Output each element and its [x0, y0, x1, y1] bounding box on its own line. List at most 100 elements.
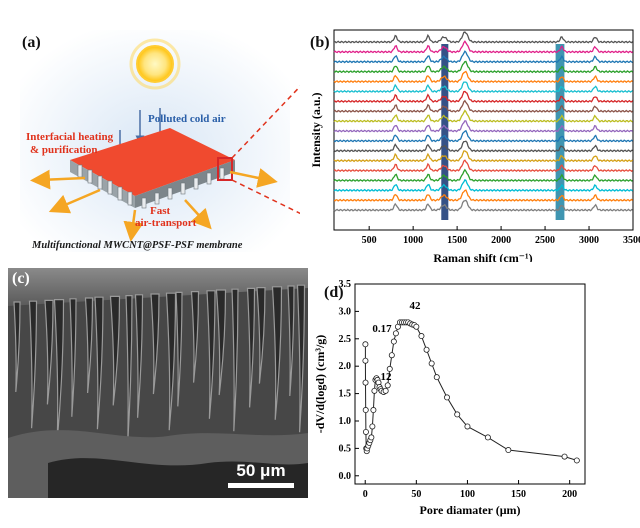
pore-data-point — [428, 360, 435, 367]
pore-ytick-label: 0.5 — [339, 443, 352, 454]
pore-data-point — [362, 357, 369, 364]
heating-label-line1: Interfacial heating — [26, 131, 114, 143]
pore-xtick-label: 100 — [460, 489, 475, 500]
sem-finger-pore — [175, 291, 183, 407]
pore-ytick-label: 3.5 — [339, 279, 352, 290]
raman-series-line — [333, 150, 634, 163]
panel-b-raman-chart: 500 1000 1500 2000 2500 3000 3500 Raman shift … — [300, 0, 640, 265]
panel-d-pore-chart: 0 50 100 150 200 0.0 0.5 1.0 1.5 2.0 2.5 3.0 3.5 0.1… — [310, 262, 640, 523]
scale-bar-line — [228, 483, 294, 488]
pore-ytick-label: 3.0 — [339, 306, 352, 317]
panel-d-label: (d) — [324, 284, 344, 301]
sem-finger-pore — [94, 296, 104, 430]
pore-data-point — [484, 434, 491, 441]
pore-chart: 0 50 100 150 200 0.0 0.5 1.0 1.5 2.0 2.5 3.0 3.5 0.1… — [313, 279, 586, 517]
sem-finger-pore — [287, 285, 295, 397]
raman-series-line — [333, 99, 633, 113]
raman-chart: 500 1000 1500 2000 2500 3000 3500 Raman shift … — [309, 29, 640, 265]
fast-label-line1: Fast — [150, 205, 171, 217]
raman-series-line — [333, 31, 634, 44]
raman-xlabel: Raman shift (cm⁻¹) — [433, 251, 532, 262]
pore-data-point — [443, 394, 450, 401]
scale-bar-label: 50 μm — [236, 461, 286, 480]
pore-ytick-label: 1.5 — [339, 389, 352, 400]
raman-series-line — [333, 70, 633, 84]
pore-ylabel: -dV/d(logd) (cm³/g) — [313, 335, 327, 434]
air-transport-arrows — [30, 168, 278, 242]
raman-series-line — [333, 199, 633, 212]
fast-label-line2: air-transport — [135, 217, 197, 229]
sem-finger-pore — [13, 301, 21, 393]
pore-ytick-label: 2.5 — [339, 334, 352, 345]
sem-finger-pore — [215, 289, 227, 396]
pore-data-point — [454, 411, 461, 418]
pore-data-point — [413, 323, 420, 330]
sem-finger-pore — [190, 291, 200, 383]
pore-data-point — [369, 423, 376, 430]
raman-series-line — [333, 129, 634, 143]
pore-xtick-label: 0 — [363, 489, 368, 500]
raman-series-line — [333, 109, 633, 123]
sem-finger-pore — [296, 284, 306, 433]
pore-xlabel: Pore diamater (μm) — [420, 503, 521, 517]
pore-data-point — [362, 379, 369, 386]
raman-highlight-band — [555, 44, 565, 220]
zoom-box — [217, 157, 233, 181]
raman-xtick-label: 3000 — [579, 235, 599, 246]
raman-xtick-label: 1000 — [403, 235, 423, 246]
pore-data-point — [505, 447, 512, 454]
pore-data-point — [362, 341, 369, 348]
pore-data-point — [561, 453, 568, 460]
raman-xtick-label: 2000 — [491, 235, 511, 246]
raman-series-line — [333, 168, 633, 182]
sem-finger-pore — [69, 298, 77, 417]
panel-c-label: (c) — [12, 270, 30, 287]
sem-finger-pore — [109, 295, 121, 406]
panel-a-label: (a) — [22, 34, 41, 51]
pore-xtick-label: 150 — [511, 489, 526, 500]
pore-data-point — [388, 352, 395, 359]
annotation-0-17: 0.17 — [372, 323, 392, 335]
pore-data-point — [418, 333, 425, 340]
raman-xtick-label: 2500 — [535, 235, 555, 246]
pore-ytick-label: 1.0 — [339, 416, 352, 427]
annotation-42: 42 — [410, 300, 422, 312]
panel-c-sem-image: (c) 50 μm — [8, 268, 308, 498]
pore-data-point — [371, 387, 378, 394]
sem-finger-pore — [28, 300, 38, 429]
pore-xtick-label: 50 — [411, 489, 421, 500]
sem-finger-pore — [165, 292, 177, 431]
raman-xtick-label: 3500 — [623, 235, 640, 246]
pore-data-point — [390, 338, 397, 345]
pore-data-point — [464, 423, 471, 430]
sem-finger-pore — [134, 294, 144, 418]
pore-ytick-label: 0.0 — [339, 471, 352, 482]
raman-series-line — [333, 60, 634, 74]
raman-series-line — [333, 40, 633, 54]
pore-plot-frame — [354, 283, 586, 485]
polluted-air-label: Polluted cold air — [148, 113, 226, 125]
pore-data-point — [362, 428, 369, 435]
sem-finger-pore — [246, 287, 256, 408]
sem-finger-pore — [231, 288, 239, 432]
pore-xtick-label: 200 — [562, 489, 577, 500]
membrane-schematic: Polluted cold air Interfacial heating & … — [20, 30, 331, 252]
sem-finger-pore — [44, 299, 54, 405]
raman-ylabel: Intensity (a.u.) — [309, 92, 323, 167]
raman-xtick-label: 1500 — [447, 235, 467, 246]
panel-b-label: (b) — [310, 34, 330, 51]
pore-data-point — [368, 434, 375, 441]
sem-finger-pore — [256, 287, 266, 384]
raman-series-line — [333, 159, 634, 173]
pore-ytick-label: 2.0 — [339, 361, 352, 372]
membrane-top-surface — [70, 128, 235, 196]
raman-highlight-band — [441, 44, 449, 220]
raman-series-line — [333, 120, 634, 133]
pore-data-point — [386, 365, 393, 372]
heating-label-line2: & purification — [30, 144, 98, 156]
raman-series-line — [333, 179, 634, 192]
sem-finger-pore — [84, 297, 94, 394]
panel-a-schematic: Polluted cold air Interfacial heating & … — [0, 0, 331, 262]
pore-data-point — [382, 387, 389, 394]
membrane-caption: Multifunctional MWCNT@PSF-PSF membrane — [31, 240, 243, 251]
